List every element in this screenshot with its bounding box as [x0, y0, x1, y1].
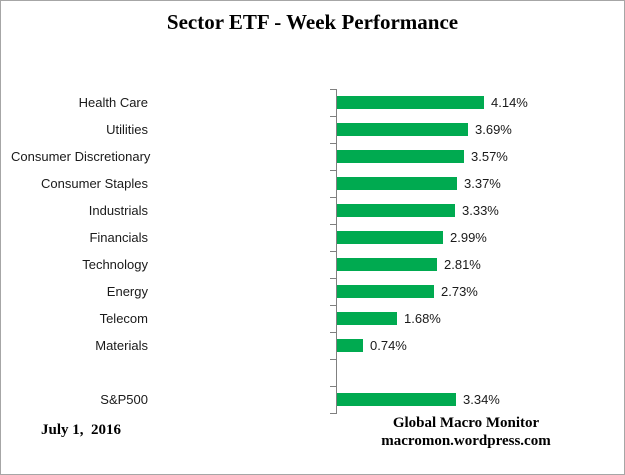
category-label: Materials — [95, 338, 148, 353]
value-label: 2.99% — [450, 230, 487, 245]
category-label: Health Care — [78, 95, 148, 110]
category-label: Utilities — [106, 122, 148, 137]
chart-title: Sector ETF - Week Performance — [166, 10, 459, 34]
bar — [337, 177, 457, 190]
value-label: 3.33% — [462, 203, 499, 218]
axis-tick — [330, 332, 337, 333]
category-label: Technology — [82, 257, 148, 272]
category-label: Consumer Discretionary — [11, 149, 151, 164]
category-label: Telecom — [99, 311, 148, 326]
axis-tick — [330, 197, 337, 198]
category-label: Financials — [89, 230, 148, 245]
axis-tick — [330, 386, 337, 387]
bar — [337, 96, 484, 109]
axis-tick — [330, 305, 337, 306]
bar — [337, 258, 437, 271]
axis-tick — [330, 224, 337, 225]
value-label: 1.68% — [404, 311, 441, 326]
axis-tick — [330, 170, 337, 171]
bar — [337, 204, 455, 217]
axis-tick — [330, 143, 337, 144]
bar — [337, 150, 464, 163]
axis-tick — [330, 89, 337, 90]
bar — [337, 339, 363, 352]
date-label: July 1, 2016 — [41, 422, 122, 438]
value-label: 3.37% — [464, 176, 501, 191]
bar — [337, 393, 456, 406]
source-block: Global Macro Monitor macromon.wordpress.… — [356, 414, 576, 450]
bar — [337, 231, 443, 244]
value-label: 2.73% — [441, 284, 478, 299]
axis-tick — [330, 278, 337, 279]
axis-tick — [330, 251, 337, 252]
bar — [337, 285, 434, 298]
axis-tick — [330, 413, 337, 414]
category-label: Industrials — [88, 203, 148, 218]
category-label: Energy — [106, 284, 148, 299]
category-label: Consumer Staples — [41, 176, 148, 191]
axis-tick — [330, 359, 337, 360]
axis-tick — [330, 116, 337, 117]
bar — [337, 123, 468, 136]
value-label: 2.81% — [444, 257, 481, 272]
value-label: 3.69% — [475, 122, 512, 137]
source-url: macromon.wordpress.com — [381, 433, 551, 449]
source-name: Global Macro Monitor — [392, 415, 540, 431]
value-label: 0.74% — [370, 338, 407, 353]
bar — [337, 312, 397, 325]
category-label: S&P500 — [100, 392, 148, 407]
value-label: 3.57% — [471, 149, 508, 164]
value-label: 4.14% — [491, 95, 528, 110]
value-label: 3.34% — [463, 392, 500, 407]
